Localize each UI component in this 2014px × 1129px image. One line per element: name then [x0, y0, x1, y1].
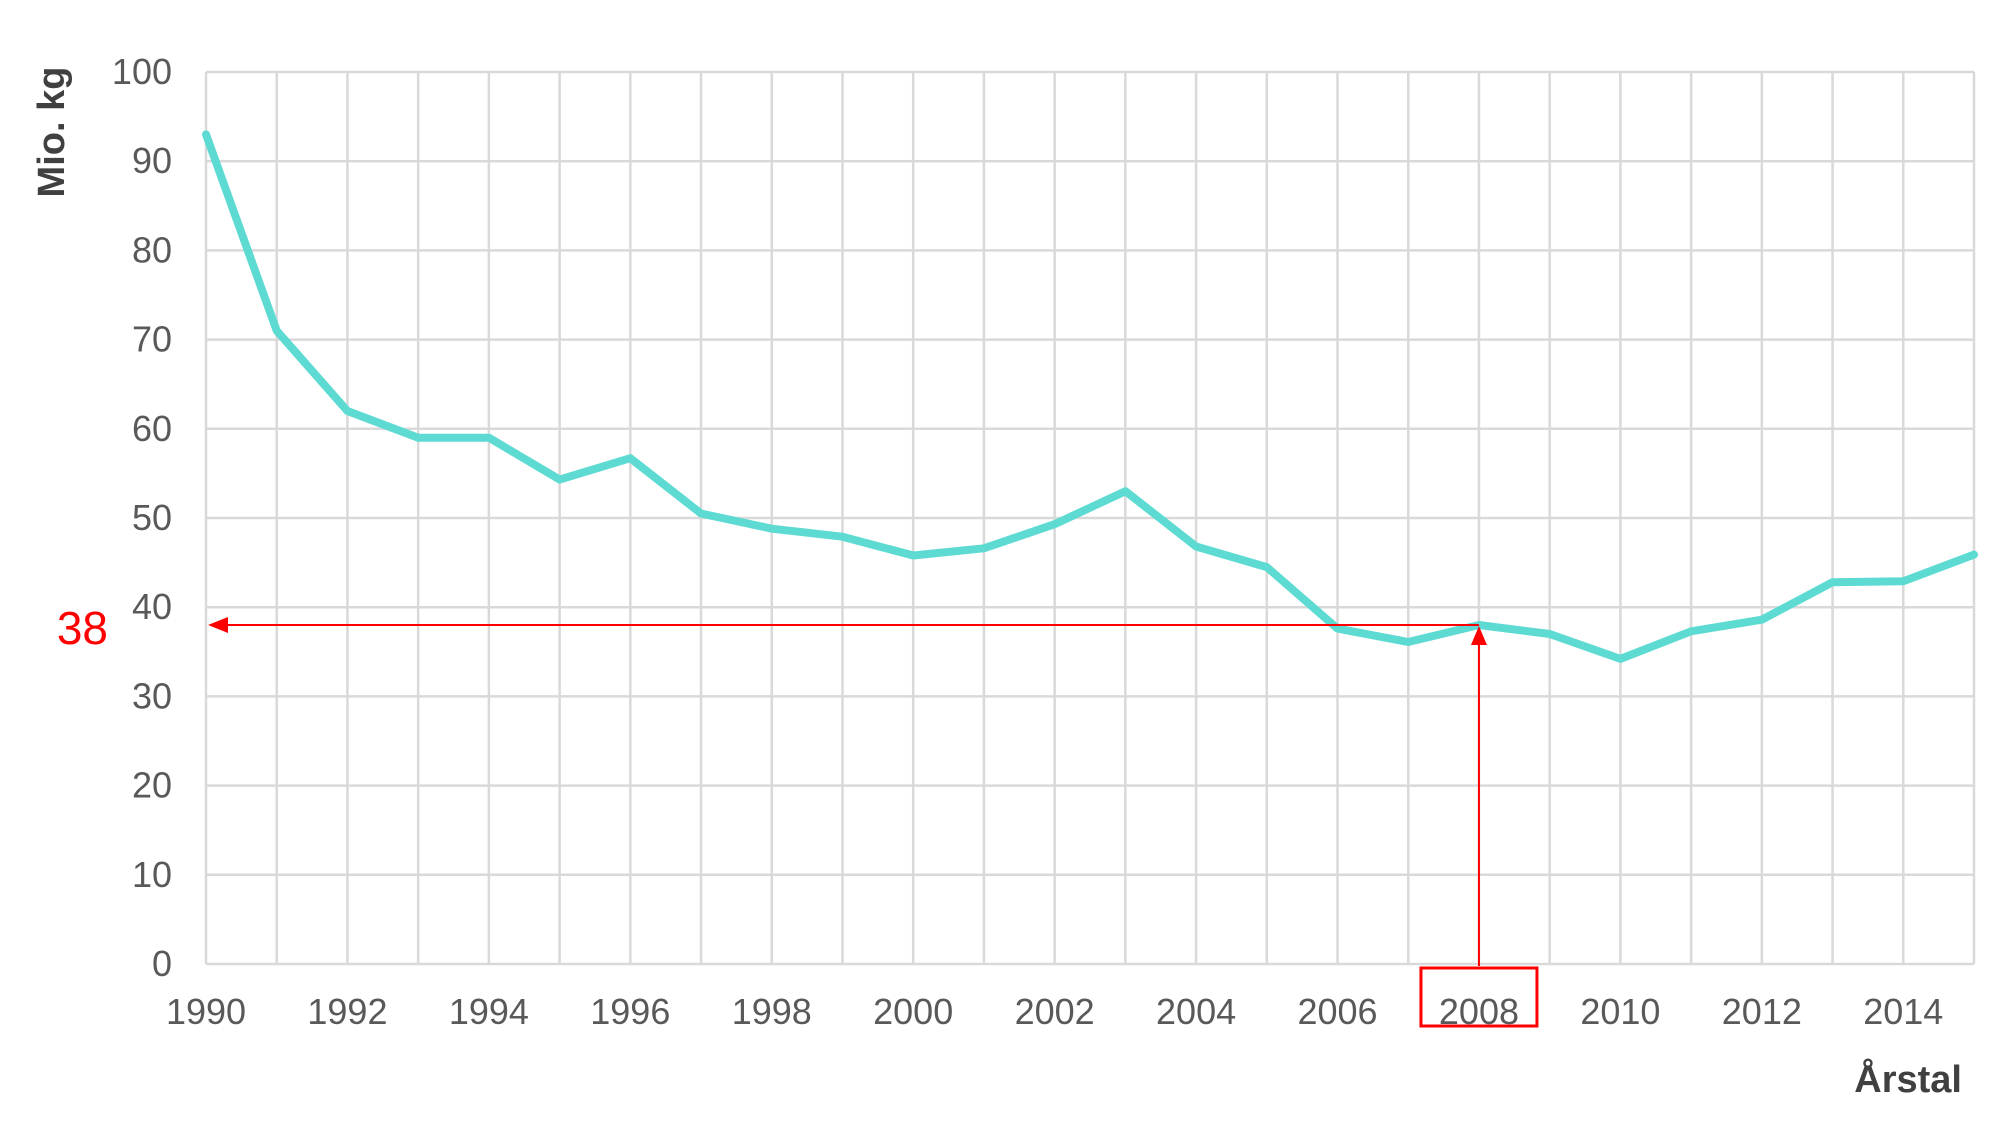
x-tick-label: 1990	[166, 991, 246, 1032]
chart-grid	[204, 70, 1976, 966]
x-axis-title: Årstal	[1854, 1057, 1962, 1101]
y-tick-label: 0	[152, 943, 172, 984]
annotation-arrowhead-up	[1470, 626, 1487, 646]
x-tick-label: 1994	[449, 991, 529, 1032]
annotation-arrowhead-left	[208, 617, 228, 634]
annotation-value-label: 38	[57, 602, 108, 654]
x-tick-label: 2012	[1722, 991, 1802, 1032]
y-tick-label: 20	[132, 765, 172, 806]
y-tick-label: 50	[132, 497, 172, 538]
y-tick-label: 60	[132, 408, 172, 449]
x-tick-label: 1992	[307, 991, 387, 1032]
x-tick-label: 2000	[873, 991, 953, 1032]
x-tick-label: 2002	[1015, 991, 1095, 1032]
x-tick-label: 2006	[1297, 991, 1377, 1032]
y-tick-label: 30	[132, 675, 172, 716]
y-tick-label: 70	[132, 319, 172, 360]
series-line	[202, 130, 1978, 663]
y-tick-label: 40	[132, 586, 172, 627]
x-tick-label: 2010	[1580, 991, 1660, 1032]
y-tick-label: 80	[132, 229, 172, 270]
x-tick-label: 2014	[1863, 991, 1943, 1032]
y-axis-ticks: 0 10 20 30 40 50 60 70 80 90 100	[112, 51, 172, 984]
annotation-year-box	[1419, 966, 1539, 1028]
y-tick-label: 100	[112, 51, 172, 92]
annotation-group: 38	[57, 602, 1539, 1028]
y-tick-label: 10	[132, 854, 172, 895]
x-tick-label: 2004	[1156, 991, 1236, 1032]
y-tick-label: 90	[132, 140, 172, 181]
x-axis-ticks: 1990 1992 1994 1996 1998 2000 2002 2004 2006 2008…	[166, 991, 1943, 1032]
y-axis-title: Mio. kg	[31, 67, 73, 198]
x-tick-label: 1998	[732, 991, 812, 1032]
x-tick-label: 1996	[590, 991, 670, 1032]
